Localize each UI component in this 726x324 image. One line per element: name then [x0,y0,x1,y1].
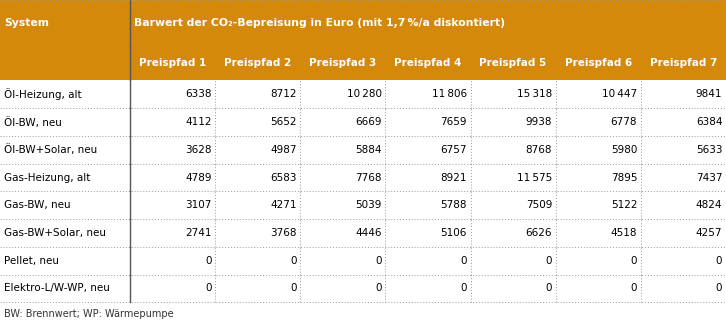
Bar [0,46,726,80]
Text: 15 318: 15 318 [517,89,552,99]
Text: 6669: 6669 [355,117,382,127]
Text: 6757: 6757 [441,145,467,155]
Text: 6338: 6338 [185,89,211,99]
Text: Barwert der CO₂-Bepreisung in Euro (mit 1,7 %/a diskontiert): Barwert der CO₂-Bepreisung in Euro (mit … [134,18,505,28]
Text: Elektro-L/W-WP, neu: Elektro-L/W-WP, neu [4,284,110,294]
Text: 0: 0 [205,284,211,294]
Text: 4518: 4518 [611,228,637,238]
Text: 7659: 7659 [441,117,467,127]
Text: Preispfad 4: Preispfad 4 [394,58,462,68]
Text: 4824: 4824 [696,200,722,210]
Text: 5788: 5788 [441,200,467,210]
Text: 0: 0 [375,256,382,266]
Text: 10 447: 10 447 [602,89,637,99]
Bar [0,136,726,164]
Text: 5884: 5884 [355,145,382,155]
Text: 7768: 7768 [355,173,382,182]
Text: 0: 0 [631,256,637,266]
Text: 6626: 6626 [526,228,552,238]
Bar [0,191,726,219]
Bar [0,80,726,108]
Bar [0,219,726,247]
Text: 7437: 7437 [696,173,722,182]
Text: 4257: 4257 [696,228,722,238]
Text: Preispfad 2: Preispfad 2 [224,58,291,68]
Text: 6778: 6778 [611,117,637,127]
Text: 0: 0 [460,256,467,266]
Text: 5633: 5633 [696,145,722,155]
Text: Öl-BW+Solar, neu: Öl-BW+Solar, neu [4,145,97,155]
Text: 6583: 6583 [270,173,297,182]
Text: 11 806: 11 806 [432,89,467,99]
Text: 8712: 8712 [270,89,297,99]
Text: 5980: 5980 [611,145,637,155]
Text: 2741: 2741 [185,228,211,238]
Text: 3107: 3107 [185,200,211,210]
Bar [0,247,726,274]
Text: 5106: 5106 [441,228,467,238]
Text: Preispfad 3: Preispfad 3 [309,58,377,68]
Text: 3628: 3628 [185,145,211,155]
Text: 4446: 4446 [355,228,382,238]
Text: System: System [4,18,49,28]
Text: 11 575: 11 575 [517,173,552,182]
Text: 0: 0 [290,256,297,266]
Text: Gas-BW, neu: Gas-BW, neu [4,200,71,210]
Text: 0: 0 [375,284,382,294]
Text: Preispfad 7: Preispfad 7 [650,58,717,68]
Text: Öl-Heizung, alt: Öl-Heizung, alt [4,88,82,100]
Text: Pellet, neu: Pellet, neu [4,256,60,266]
Text: 5652: 5652 [270,117,297,127]
Text: 0: 0 [205,256,211,266]
Text: 0: 0 [290,284,297,294]
Text: Öl-BW, neu: Öl-BW, neu [4,117,62,128]
Text: 3768: 3768 [270,228,297,238]
Text: BW: Brennwert; WP: Wärmepumpe: BW: Brennwert; WP: Wärmepumpe [4,309,174,319]
Text: 4112: 4112 [185,117,211,127]
Text: 9938: 9938 [526,117,552,127]
Text: 5122: 5122 [611,200,637,210]
Text: 5039: 5039 [356,200,382,210]
Text: Preispfad 1: Preispfad 1 [139,58,206,68]
Text: 6384: 6384 [696,117,722,127]
Text: 0: 0 [716,284,722,294]
Text: Gas-BW+Solar, neu: Gas-BW+Solar, neu [4,228,106,238]
Text: 0: 0 [545,284,552,294]
Text: 4789: 4789 [185,173,211,182]
Text: 0: 0 [716,256,722,266]
Text: 8921: 8921 [441,173,467,182]
Text: 0: 0 [545,256,552,266]
Text: 10 280: 10 280 [347,89,382,99]
Bar [0,108,726,136]
Text: 9841: 9841 [696,89,722,99]
Text: 4271: 4271 [270,200,297,210]
Text: Gas-Heizung, alt: Gas-Heizung, alt [4,173,91,182]
Text: 8768: 8768 [526,145,552,155]
Text: 7509: 7509 [526,200,552,210]
Bar [0,274,726,302]
Bar [0,164,726,191]
Text: Preispfad 5: Preispfad 5 [479,58,547,68]
Text: 7895: 7895 [611,173,637,182]
Text: 0: 0 [460,284,467,294]
Text: 0: 0 [631,284,637,294]
Text: Preispfad 6: Preispfad 6 [565,58,632,68]
Bar [0,0,726,46]
Text: 4987: 4987 [270,145,297,155]
